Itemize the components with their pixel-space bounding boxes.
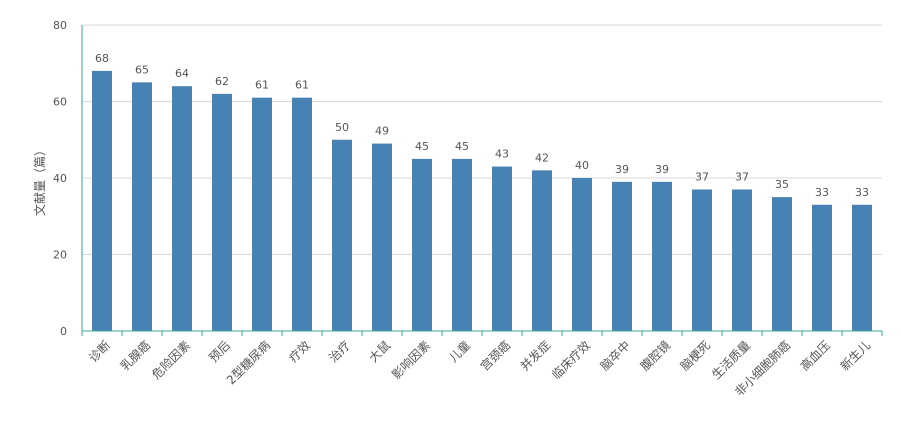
bar (92, 70, 112, 332)
x-category-label: 高血压 (797, 337, 833, 373)
data-labels: 68 65 64 62 61 61 50 49 45 45 43 42 40 39 39 37 37 35 33 33 (95, 52, 869, 199)
bar (172, 86, 192, 331)
bar (852, 204, 872, 331)
data-label: 45 (415, 140, 429, 153)
y-tick-label: 20 (53, 249, 67, 262)
data-label: 37 (695, 170, 709, 183)
data-label: 42 (535, 151, 549, 164)
bar (252, 97, 272, 331)
data-label: 39 (655, 163, 669, 176)
data-label: 33 (815, 186, 829, 199)
bar (612, 181, 632, 331)
x-category-label: 并发症 (517, 337, 553, 373)
x-category-label: 腹腔镜 (637, 337, 673, 373)
x-category-label: 诊断 (86, 337, 114, 365)
x-category-label: 儿童 (446, 337, 474, 365)
data-label: 49 (375, 125, 389, 138)
x-category-label: 治疗 (326, 338, 353, 365)
data-label: 68 (95, 52, 109, 65)
bar (772, 197, 792, 331)
bar (732, 189, 752, 331)
x-axis-tick-marks (81, 331, 883, 336)
data-label: 43 (495, 148, 509, 161)
bar (212, 93, 232, 331)
x-category-label: 预后 (206, 338, 233, 365)
data-label: 37 (735, 170, 749, 183)
bar (292, 97, 312, 331)
x-category-label: 2型糖尿病 (223, 337, 273, 387)
y-tick-label: 60 (53, 96, 67, 109)
data-label: 61 (295, 79, 309, 92)
bar (132, 82, 152, 331)
bar (532, 170, 552, 331)
x-category-label: 疗效 (286, 337, 314, 365)
data-label: 50 (335, 121, 349, 134)
x-category-label: 宫颈癌 (477, 337, 513, 373)
y-tick-label: 80 (53, 19, 67, 32)
bar (452, 158, 472, 331)
data-label: 45 (455, 140, 469, 153)
x-category-label: 大鼠 (366, 338, 393, 365)
y-axis-title: 文献量（篇） (32, 144, 47, 216)
y-axis-ticks: 0 20 40 60 80 (53, 19, 67, 338)
y-tick-label: 40 (53, 172, 67, 185)
x-category-label: 临床疗效 (549, 337, 594, 382)
bar (372, 143, 392, 331)
data-label: 61 (255, 79, 269, 92)
x-category-label: 脑卒中 (597, 337, 633, 373)
x-category-label: 脑梗死 (677, 337, 713, 373)
data-label: 33 (855, 186, 869, 199)
bar (692, 189, 712, 331)
bar (412, 158, 432, 331)
x-category-label: 影响因素 (389, 337, 434, 382)
y-tick-label: 0 (60, 325, 67, 338)
bar (572, 178, 592, 331)
data-label: 64 (175, 67, 189, 80)
data-label: 62 (215, 75, 229, 88)
x-category-label: 新生儿 (837, 337, 873, 373)
x-category-label: 乳腺癌 (117, 337, 153, 373)
bars (92, 70, 872, 332)
grid-lines (82, 24, 882, 255)
data-label: 35 (775, 178, 789, 191)
bar (812, 204, 832, 331)
bar (652, 181, 672, 331)
data-label: 40 (575, 159, 589, 172)
bar (332, 139, 352, 331)
data-label: 39 (615, 163, 629, 176)
x-category-label: 危险因素 (149, 337, 194, 382)
data-label: 65 (135, 63, 149, 76)
bar (492, 166, 512, 331)
